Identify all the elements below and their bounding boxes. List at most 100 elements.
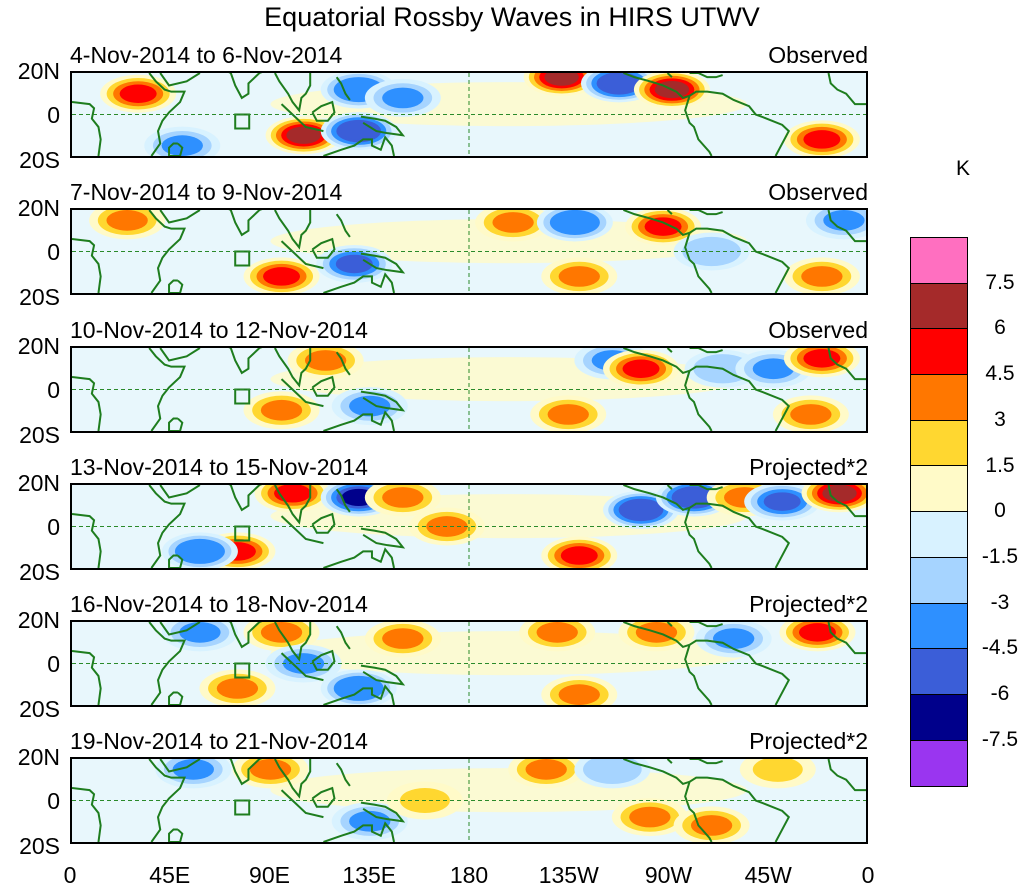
- colorbar-level-label: 7.5: [985, 270, 1015, 294]
- anomaly-level: [286, 126, 321, 144]
- x-tick-label: 135W: [538, 862, 599, 888]
- coastline: [148, 210, 186, 293]
- anomaly-contour: [530, 395, 607, 431]
- anomaly-contour: [783, 120, 860, 156]
- coastline: [827, 485, 866, 518]
- panel-type-label: Projected*2: [749, 728, 868, 754]
- latitude-label: 20N: [17, 195, 60, 221]
- coastline: [684, 644, 713, 705]
- anomaly-level: [591, 759, 634, 780]
- colorbar-segment: [911, 375, 967, 421]
- anomaly-contour: [744, 485, 821, 521]
- coastline: [228, 759, 263, 786]
- coastline: [666, 210, 673, 215]
- anomaly-level: [525, 759, 567, 780]
- anomaly-contour: [574, 759, 651, 789]
- latitude-label: 20S: [19, 147, 60, 173]
- coastline: [666, 759, 673, 764]
- coastline: [360, 115, 406, 137]
- colorbar-segment: [911, 603, 967, 650]
- coastline: [311, 237, 336, 259]
- coastline: [228, 73, 263, 100]
- coastline: [335, 76, 351, 101]
- coastline: [148, 485, 186, 568]
- anomaly-level: [216, 678, 259, 699]
- latitude-label: 0: [47, 239, 60, 265]
- anomaly-map-panel: [70, 757, 868, 844]
- latitude-label: 0: [47, 377, 60, 403]
- chart-title: Equatorial Rossby Waves in HIRS UTWV: [264, 2, 760, 32]
- anomaly-level: [119, 84, 157, 103]
- anomaly-contour: [331, 802, 408, 841]
- latitude-label: 0: [47, 651, 60, 677]
- anomaly-level: [629, 806, 671, 828]
- panel-date-range: 16-Nov-2014 to 18-Nov-2014: [70, 591, 368, 617]
- anomaly-level: [763, 492, 801, 511]
- anomaly-level: [690, 815, 733, 836]
- colorbar: [910, 237, 968, 788]
- latitude-label: 20S: [19, 284, 60, 310]
- coastline: [311, 649, 336, 671]
- panel-date-range: 4-Nov-2014 to 6-Nov-2014: [70, 42, 343, 68]
- coastline: [148, 348, 186, 431]
- coastline: [827, 210, 866, 243]
- coastline: [623, 348, 690, 375]
- coastline: [827, 348, 866, 381]
- panel-type-label: Projected*2: [749, 591, 868, 617]
- coastline: [666, 485, 673, 490]
- anomaly-contour: [364, 78, 441, 117]
- anomaly-level: [536, 622, 578, 643]
- anomaly-level: [106, 210, 148, 231]
- colorbar-segment: [911, 694, 967, 741]
- anomaly-map-svg: [72, 348, 866, 431]
- anomaly-level: [790, 404, 832, 425]
- coastline: [323, 135, 395, 156]
- coastline: [280, 515, 324, 545]
- coastline: [623, 622, 690, 649]
- anomaly-contour: [287, 348, 364, 380]
- anomaly-level: [752, 759, 803, 782]
- panel-date-range: 7-Nov-2014 to 9-Nov-2014: [70, 179, 343, 205]
- anomaly-level: [544, 73, 579, 86]
- panel-type-label: Observed: [768, 317, 868, 343]
- coastline: [228, 210, 263, 237]
- panel-type-label: Observed: [768, 179, 868, 205]
- anomaly-level: [181, 542, 219, 561]
- coastline: [689, 485, 723, 491]
- coastline: [168, 417, 184, 431]
- coastline: [168, 691, 184, 705]
- coastline: [280, 103, 324, 133]
- coastline: [689, 502, 791, 568]
- anomaly-contour: [155, 759, 232, 789]
- colorbar-segment: [911, 466, 967, 513]
- coastline: [159, 210, 201, 224]
- latitude-label: 0: [47, 788, 60, 814]
- coastline: [148, 759, 186, 842]
- anomaly-level: [803, 349, 841, 368]
- coastline: [360, 801, 406, 823]
- anomaly-map-panel: [70, 483, 868, 570]
- coastline: [623, 485, 690, 512]
- coastline: [623, 759, 690, 786]
- anomaly-level: [676, 488, 712, 507]
- coastline: [360, 252, 406, 274]
- anomaly-contour: [523, 73, 600, 97]
- coastline: [689, 365, 791, 431]
- anomaly-level: [752, 358, 795, 380]
- coastline: [311, 786, 336, 808]
- panel-type-label: Projected*2: [749, 454, 868, 480]
- anomaly-level: [492, 212, 534, 233]
- coastline: [311, 100, 336, 122]
- latitude-label: 20S: [19, 833, 60, 859]
- anomaly-contour: [603, 349, 680, 388]
- colorbar-level-label: -7.5: [981, 727, 1019, 751]
- anomaly-level: [822, 485, 857, 502]
- coastline: [159, 622, 201, 636]
- anomaly-level: [179, 622, 221, 643]
- coastline: [684, 95, 713, 156]
- anomaly-contour: [144, 126, 221, 156]
- coastline: [168, 828, 184, 842]
- anomaly-level: [622, 359, 660, 378]
- coastline: [280, 789, 324, 819]
- coastline: [72, 650, 102, 705]
